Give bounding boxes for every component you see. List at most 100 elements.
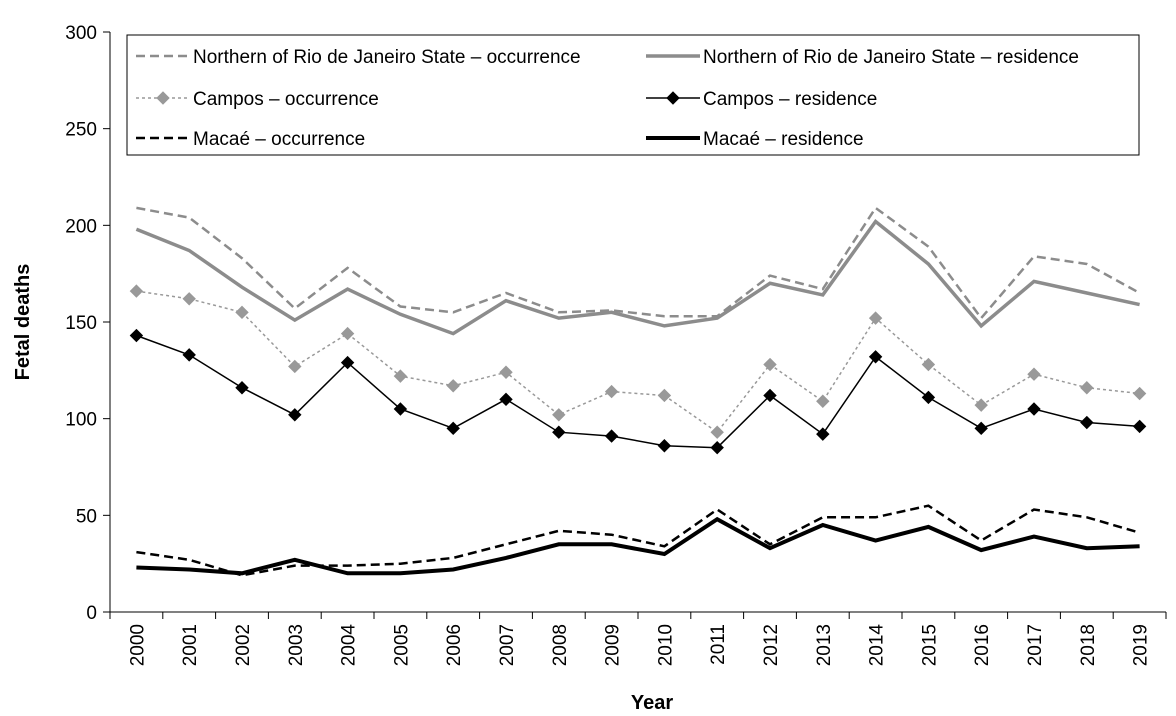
y-tick-label: 0 [86, 603, 97, 624]
legend-marker [156, 91, 170, 105]
y-tick-label: 100 [65, 410, 97, 431]
data-point [710, 425, 724, 439]
data-point [816, 394, 830, 408]
x-tick-label: 2009 [603, 624, 624, 666]
series-4 [129, 328, 1147, 455]
data-point [816, 427, 830, 441]
data-point [552, 408, 566, 422]
data-point [552, 425, 566, 439]
data-point [763, 388, 777, 403]
legend-item-2: Northern of Rio de Janeiro State – resid… [646, 47, 1079, 68]
data-point [710, 440, 724, 455]
legend-label: Northern of Rio de Janeiro State – occur… [193, 47, 581, 68]
data-point [763, 357, 777, 372]
data-point [182, 292, 196, 306]
data-point [499, 392, 513, 407]
y-tick-label: 300 [65, 23, 97, 44]
axes: 0 50 100 150 200 250 300 2000 2001 2002 2003 2004 20… [65, 23, 1167, 667]
series-line [136, 516, 1140, 576]
data-point [1132, 386, 1147, 401]
series-line [136, 334, 1140, 449]
data-point [1132, 419, 1147, 434]
x-tick-label: 2002 [233, 624, 254, 666]
series-layer [129, 206, 1147, 577]
x-axis-title: Year [631, 692, 673, 714]
data-point [393, 369, 408, 383]
data-point [182, 348, 196, 362]
data-point [657, 388, 672, 403]
data-point [340, 355, 355, 370]
series-line [135, 218, 1140, 336]
data-point [921, 357, 936, 372]
data-point [393, 402, 408, 416]
series-line [136, 206, 1141, 321]
data-point [604, 429, 619, 443]
series-2 [135, 218, 1140, 336]
x-tick-label: 2000 [127, 624, 148, 666]
data-point [868, 350, 883, 364]
x-tick-label: 2008 [550, 624, 571, 666]
data-point [340, 326, 355, 341]
data-point [288, 408, 302, 422]
data-point [1027, 402, 1041, 416]
data-point [974, 421, 988, 436]
x-tick-label: 2013 [814, 624, 835, 666]
legend-item-4: Campos – residence [646, 89, 877, 110]
legend-label: Northern of Rio de Janeiro State – resid… [703, 47, 1079, 68]
x-tick-label: 2017 [1025, 624, 1046, 666]
data-point [129, 284, 144, 298]
legend-label: Campos – occurrence [193, 89, 379, 110]
series-3 [129, 284, 1147, 439]
x-tick-label: 2012 [761, 624, 782, 666]
data-point [1027, 367, 1041, 381]
x-tick-label: 2011 [708, 624, 729, 665]
x-tick-label: 2010 [655, 624, 676, 666]
x-tick-label: 2005 [391, 624, 412, 666]
data-point [604, 384, 619, 399]
series-line [136, 504, 1140, 577]
y-tick-label: 150 [65, 313, 97, 334]
y-tick-label: 200 [65, 216, 97, 237]
legend-item-6: Macaé – residence [646, 129, 864, 150]
data-point [288, 359, 302, 374]
x-tick-label: 2016 [972, 624, 993, 666]
data-point [235, 381, 249, 395]
x-tick-label: 2018 [1078, 624, 1099, 666]
series-1 [136, 206, 1141, 321]
series-6 [136, 516, 1140, 576]
legend-item-1: Northern of Rio de Janeiro State – occur… [136, 47, 581, 68]
legend-label: Campos – residence [703, 89, 877, 110]
y-tick-label: 250 [65, 120, 97, 141]
data-point [1080, 415, 1094, 430]
y-tick-label: 50 [76, 506, 97, 527]
x-tick-label: 2006 [444, 624, 465, 666]
data-point [446, 421, 460, 436]
x-tick-label: 2019 [1131, 624, 1152, 666]
x-tick-label: 2003 [286, 624, 307, 666]
series-5 [136, 504, 1140, 577]
legend-marker [666, 91, 680, 105]
x-tick-label: 2007 [497, 624, 518, 666]
x-tick-label: 2014 [867, 624, 888, 667]
data-point [235, 305, 249, 320]
legend-item-5: Macaé – occurrence [136, 129, 365, 150]
legend-label: Macaé – residence [703, 129, 864, 150]
data-point [129, 328, 144, 343]
data-point [446, 379, 460, 393]
data-point [974, 398, 988, 412]
x-tick-label: 2001 [180, 624, 201, 666]
data-point [1080, 381, 1094, 395]
legend-box [126, 34, 1140, 156]
legend: Northern of Rio de Janeiro State – occur… [126, 34, 1140, 156]
legend-label: Macaé – occurrence [193, 129, 365, 150]
data-point [868, 311, 883, 325]
x-tick-label: 2004 [339, 624, 360, 667]
data-point [657, 439, 672, 453]
data-point [921, 390, 936, 405]
data-point [499, 365, 513, 379]
y-axis-title: Fetal deaths [12, 264, 34, 381]
x-tick-label: 2015 [919, 624, 940, 666]
series-line [136, 290, 1140, 434]
legend-item-3: Campos – occurrence [136, 89, 379, 110]
